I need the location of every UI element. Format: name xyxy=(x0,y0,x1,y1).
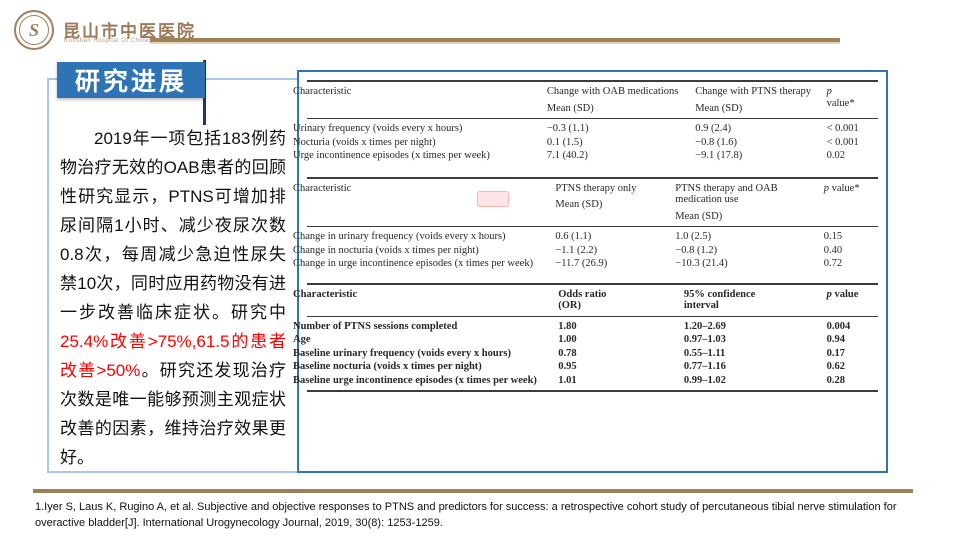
table-row: Change in nocturia (voids x times per ni… xyxy=(293,244,843,256)
col-header-p-value: p value* xyxy=(826,81,878,119)
hospital-name-zh: 昆山市中医医院 xyxy=(63,22,196,41)
table-row: Change in urge incontinence episodes (x … xyxy=(293,258,843,269)
hospital-logo-seal-icon: S xyxy=(14,10,54,50)
table-header-row: Characteristic Odds ratio (OR) 95% confi… xyxy=(293,283,878,317)
col-header-characteristic: Characteristic xyxy=(293,81,547,119)
table-row: Baseline urge incontinence episodes (x t… xyxy=(293,374,845,386)
table-row: Age 1.00 0.97–1.03 0.94 xyxy=(293,334,845,345)
table-header-row: Characteristic PTNS therapy only Mean (S… xyxy=(293,177,878,227)
col-header-ptns-only: PTNS therapy only Mean (SD) xyxy=(555,177,676,227)
table-row: Nocturia (voids x times per night) 0.1 (… xyxy=(293,136,859,148)
reference-divider-line xyxy=(33,489,913,493)
table-row: Urinary frequency (voids every x hours) … xyxy=(293,123,859,134)
col-header-characteristic: Characteristic xyxy=(293,283,559,317)
intro-text-1: 2019年一项包括183例药物治疗无效的OAB患者的回顾性研究显示，PTNS可增… xyxy=(60,129,286,322)
table-row: Number of PTNS sessions completed 1.80 1… xyxy=(293,320,851,332)
col-header-oab-medications: Change with OAB medications Mean (SD) xyxy=(546,81,696,119)
table-row: Urge incontinence episodes (x times per … xyxy=(293,150,845,161)
table-row: Baseline nocturia (voids x times per nig… xyxy=(293,361,845,372)
table-ptns-only-vs-combined: Characteristic PTNS therapy only Mean (S… xyxy=(293,176,878,271)
col-header-p-value: p value xyxy=(826,283,878,317)
table-header-row: Characteristic Change with OAB medicatio… xyxy=(293,81,878,119)
col-header-ptns-and-medication: PTNS therapy and OAB medication use Mean… xyxy=(675,177,824,227)
table-row: Change in urinary frequency (voids every… xyxy=(293,231,843,242)
slide-title: 研究进展 xyxy=(57,62,205,98)
col-header-ptns-therapy: Change with PTNS therapy Mean (SD) xyxy=(695,81,827,119)
col-header-p-value: p value* xyxy=(823,177,878,227)
tables-panel: Characteristic Change with OAB medicatio… xyxy=(293,70,888,473)
intro-highlight: 25.4%改善>75%,61.5的患者改善>50% xyxy=(60,332,286,380)
intro-paragraph: 2019年一项包括183例药物治疗无效的OAB患者的回顾性研究显示，PTNS可增… xyxy=(60,124,286,472)
watermark-mark xyxy=(477,191,509,207)
reference-citation: 1.Iyer S, Laus K, Rugino A, et al. Subje… xyxy=(35,501,897,529)
col-header-characteristic: Characteristic xyxy=(293,177,556,227)
logo-glyph: S xyxy=(28,20,39,40)
col-header-odds-ratio: Odds ratio (OR) xyxy=(558,283,684,317)
col-header-confidence-interval: 95% confidence interval xyxy=(683,283,827,317)
table-row: Baseline urinary frequency (voids every … xyxy=(293,347,845,359)
table-predictors-odds-ratio: Characteristic Odds ratio (OR) 95% confi… xyxy=(293,282,878,392)
hospital-name-en: Kunshan Hospital Of Chinese Medicine xyxy=(64,38,187,44)
table-oab-medications-vs-ptns: Characteristic Change with OAB medicatio… xyxy=(293,80,878,163)
header-accent-line xyxy=(150,38,840,44)
logo-inner-ring: S xyxy=(19,15,49,45)
intro-text-2: 。研究还发现治疗次数是唯一能够预测主观症状改善的因素，维持治疗效果更好。 xyxy=(60,361,287,467)
